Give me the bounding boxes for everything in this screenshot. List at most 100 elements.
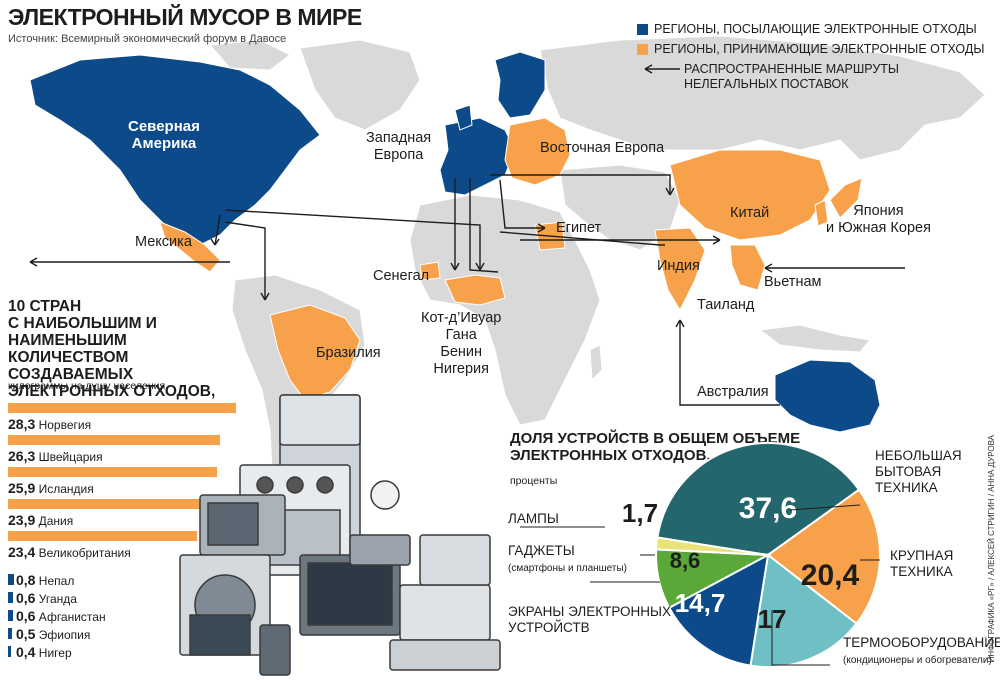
battery-illustration bbox=[189, 614, 251, 656]
bar-label: 0,8 Непал bbox=[16, 572, 74, 588]
label-western-europe-1: Западная bbox=[366, 130, 432, 146]
pie-category-note: (смартфоны и планшеты) bbox=[508, 563, 628, 574]
pie-category-line: ЭКРАНЫ ЭЛЕКТРОННЫХ bbox=[508, 604, 672, 619]
pie-category-line: УСТРОЙСТВ bbox=[508, 620, 590, 635]
map-china bbox=[669, 149, 831, 241]
pie-value-label-5: 1,7 bbox=[622, 498, 658, 528]
map-scandinavia bbox=[494, 51, 546, 119]
map-west-africa bbox=[444, 274, 506, 306]
label-egypt: Египет bbox=[556, 220, 602, 236]
bar-label: 23,9 Дания bbox=[8, 512, 73, 528]
phone-illustration bbox=[259, 624, 291, 676]
label-australia: Австралия bbox=[697, 384, 769, 400]
gadget-illustration bbox=[349, 534, 411, 566]
legend-senders-label: РЕГИОНЫ, ПОСЫЛАЮЩИЕ ЭЛЕКТРОННЫЕ ОТХОДЫ bbox=[654, 22, 977, 36]
ewaste-illustration bbox=[179, 394, 501, 676]
pie-category-line: ЛАМПЫ bbox=[508, 511, 559, 526]
pie-value-label-0: 37,6 bbox=[739, 492, 797, 525]
label-vietnam: Вьетнам bbox=[764, 274, 822, 290]
bar-Дания bbox=[8, 499, 201, 509]
pie-category-line: ТЕХНИКА bbox=[875, 480, 938, 495]
bar-chart-title-line-3: КОЛИЧЕСТВОМ СОЗДАВАЕМЫХ bbox=[8, 349, 134, 383]
pie-leader-line-2 bbox=[771, 610, 830, 666]
route-arrows bbox=[29, 64, 905, 406]
bar-Уганда bbox=[8, 592, 13, 603]
route-na-mexico bbox=[214, 214, 221, 246]
bar-Швейцария bbox=[8, 435, 220, 445]
bar-value-label: 0,6 bbox=[16, 590, 36, 606]
label-thailand: Таиланд bbox=[697, 297, 755, 313]
label-west-africa: Кот-д’Ивуар Гана Бенин Нигерия bbox=[421, 310, 501, 378]
bar-category-label: Афганистан bbox=[35, 610, 106, 624]
legend-swatch-senders bbox=[637, 23, 648, 35]
bar-chart-title-line-2: С НАИБОЛЬШИМ И НАИМЕНЬШИМ bbox=[8, 315, 157, 349]
map-western-europe bbox=[439, 117, 516, 196]
pie-category-line: ГАДЖЕТЫ bbox=[508, 543, 575, 558]
bar-category-label: Норвегия bbox=[35, 418, 92, 432]
map-se-asia bbox=[729, 244, 766, 291]
pie-chart-title-line-1: ДОЛЯ УСТРОЙСТВ В ОБЩЕМ ОБЪЕМЕ bbox=[510, 430, 801, 447]
pie-value-label-3: 14,7 bbox=[675, 588, 726, 618]
map-indonesia bbox=[758, 324, 871, 353]
pie-value-label-1: 20,4 bbox=[801, 559, 860, 592]
pie-value-label-4: 8,6 bbox=[670, 548, 701, 573]
bar-value-label: 23,4 bbox=[8, 544, 36, 560]
bar-category-label: Нигер bbox=[35, 646, 72, 660]
map-korea bbox=[814, 199, 829, 227]
bar-Эфиопия bbox=[8, 628, 13, 639]
pie-category-label-4: ГАДЖЕТЫ (смартфоны и планшеты) bbox=[508, 543, 627, 577]
map-australia bbox=[774, 359, 881, 433]
pie-category-label-1: КРУПНАЯ ТЕХНИКА bbox=[890, 548, 953, 580]
label-western-europe: Западная Европа bbox=[366, 130, 431, 164]
map-north-america bbox=[29, 54, 321, 246]
label-western-europe-2: Европа bbox=[373, 147, 424, 163]
bar-label: 25,9 Исландия bbox=[8, 480, 94, 496]
map-senegal bbox=[419, 261, 441, 281]
pie-chart-title-line-2: ЭЛЕКТРОННЫХ ОТХОДОВ, bbox=[510, 447, 711, 464]
bar-value-label: 28,3 bbox=[8, 416, 36, 432]
page-title: ЭЛЕКТРОННЫЙ МУСОР В МИРЕ bbox=[8, 4, 362, 30]
label-japan-1: Япония bbox=[853, 203, 904, 219]
legend-routes-line2: НЕЛЕГАЛЬНЫХ ПОСТАВОК bbox=[684, 77, 849, 91]
label-india: Индия bbox=[657, 258, 700, 274]
pie-slice-0 bbox=[656, 442, 861, 557]
bar-label: 0,4 Нигер bbox=[16, 644, 72, 660]
bar-Афганистан bbox=[8, 610, 13, 621]
bar-value-label: 0,8 bbox=[16, 572, 36, 588]
pie-slice-1 bbox=[766, 488, 881, 626]
bar-chart-title-line-1: 10 СТРАН bbox=[8, 298, 82, 315]
label-eastern-europe: Восточная Европа bbox=[540, 140, 665, 156]
map-arctic-islands bbox=[208, 39, 291, 71]
legend-swatch-receivers bbox=[637, 43, 648, 55]
route-eu-china bbox=[490, 174, 671, 195]
route-eu-india bbox=[499, 231, 665, 246]
pie-chart-unit: проценты bbox=[510, 475, 558, 487]
route-na-brazil bbox=[224, 221, 266, 300]
bar-value-label: 0,5 bbox=[16, 626, 36, 642]
bar-Исландия bbox=[8, 467, 217, 477]
label-japan-korea: Япония и Южная Корея bbox=[826, 203, 931, 237]
bar-category-label: Дания bbox=[35, 514, 74, 528]
bar-Великобритания bbox=[8, 531, 197, 541]
keyboard-illustration bbox=[389, 639, 501, 671]
lamp-illustration bbox=[370, 480, 400, 510]
box-illustration bbox=[419, 534, 491, 586]
bar-value-label: 26,3 bbox=[8, 448, 36, 464]
label-north-america-1: Северная bbox=[128, 118, 200, 135]
bar-label: 23,4 Великобритания bbox=[8, 544, 131, 560]
map-brazil bbox=[269, 304, 361, 401]
route-eu-westafrica bbox=[469, 178, 499, 273]
bar-Норвегия bbox=[8, 403, 236, 413]
route-australia-india bbox=[679, 320, 780, 406]
map-japan bbox=[829, 177, 863, 219]
pie-slice-3 bbox=[667, 553, 770, 667]
legend-receivers: РЕГИОНЫ, ПРИНИМАЮЩИЕ ЭЛЕКТРОННЫЕ ОТХОДЫ bbox=[637, 42, 984, 56]
bar-category-label: Исландия bbox=[35, 482, 94, 496]
bar-value-label: 23,9 bbox=[8, 512, 36, 528]
label-brazil: Бразилия bbox=[316, 345, 381, 361]
pie-category-label-5: ЛАМПЫ bbox=[508, 511, 559, 527]
label-ghana: Гана bbox=[445, 327, 477, 343]
map-russia bbox=[539, 35, 986, 161]
pie-category-label-2: ТЕРМООБОРУДОВАНИЕ (кондиционеры и обогрев… bbox=[843, 635, 1000, 669]
map-india bbox=[654, 227, 706, 312]
